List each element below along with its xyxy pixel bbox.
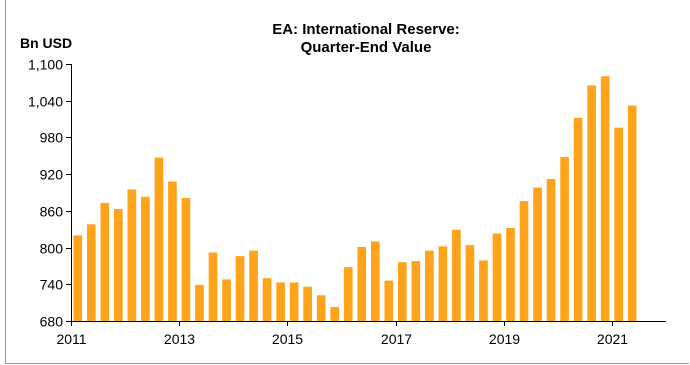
bar-2017Q4 — [438, 246, 448, 321]
axes-group — [71, 64, 666, 322]
bar-2020Q1 — [560, 157, 569, 321]
bar-2013Q3 — [208, 252, 218, 321]
x-tick-label: 2021 — [597, 331, 628, 347]
bar-2018Q4 — [492, 233, 502, 321]
bar-2014Q3 — [262, 278, 272, 321]
bar-2016Q2 — [357, 246, 367, 321]
bar-2014Q4 — [276, 282, 285, 321]
bar-2019Q1 — [506, 227, 515, 321]
bars-group — [73, 76, 637, 322]
bar-2014Q2 — [249, 250, 258, 321]
bar-2016Q1 — [343, 267, 353, 321]
bar-2013Q1 — [181, 198, 191, 321]
bar-2017Q1 — [397, 262, 407, 321]
x-tick-label: 2019 — [489, 331, 520, 347]
bar-2019Q4 — [546, 179, 556, 321]
y-tick-label: 740 — [40, 277, 64, 293]
bar-2019Q2 — [519, 201, 529, 321]
bar-2011Q4 — [114, 209, 123, 321]
bar-2017Q2 — [411, 261, 421, 321]
bar-2014Q1 — [235, 256, 245, 321]
chart-title-line-1: EA: International Reserve: — [272, 21, 460, 38]
y-tick-label: 1,100 — [28, 57, 63, 73]
y-tick-label: 860 — [40, 204, 64, 220]
x-tick-label: 2015 — [272, 331, 303, 347]
bar-2017Q3 — [425, 250, 434, 321]
chart-title-line-2: Quarter-End Value — [301, 39, 432, 56]
x-tick-label: 2013 — [164, 331, 195, 347]
bar-2018Q1 — [452, 229, 461, 321]
bar-2018Q2 — [465, 245, 475, 321]
bar-2011Q2 — [86, 224, 96, 321]
bar-2011Q1 — [73, 235, 83, 321]
bar-2019Q3 — [533, 187, 542, 321]
y-tick-label: 980 — [40, 130, 64, 146]
bar-2020Q2 — [573, 117, 583, 321]
bar-2015Q1 — [289, 282, 299, 321]
bar-2015Q3 — [316, 295, 326, 321]
y-tick-label: 680 — [40, 314, 64, 330]
x-tick-label: 2011 — [56, 331, 86, 347]
bar-2016Q3 — [370, 241, 380, 321]
bar-2018Q3 — [479, 260, 488, 321]
bar-2015Q2 — [303, 286, 312, 321]
bar-2013Q2 — [195, 284, 204, 321]
bar-2013Q4 — [222, 279, 231, 321]
bar-2012Q4 — [168, 181, 177, 321]
y-tick-label: 920 — [40, 167, 64, 183]
bar-2016Q4 — [384, 280, 394, 321]
bar-2015Q4 — [330, 306, 340, 321]
bar-2021Q2 — [627, 105, 637, 321]
x-tick-label: 2017 — [381, 331, 412, 347]
bar-2020Q4 — [600, 76, 610, 322]
chart-frame — [5, 0, 689, 364]
bar-2012Q3 — [154, 157, 164, 321]
y-axis-unit-label: Bn USD — [20, 35, 72, 51]
bar-2012Q2 — [141, 196, 150, 321]
bar-2021Q1 — [614, 127, 623, 321]
y-ticks-group: 680 740 800 860 920 980 1,040 1,100 — [28, 57, 71, 330]
x-ticks-group: 2011 2013 2015 2017 2019 2021 — [56, 321, 628, 347]
y-tick-label: 800 — [40, 241, 64, 257]
bar-2020Q3 — [587, 85, 596, 321]
bar-2012Q1 — [127, 189, 137, 321]
y-tick-label: 1,040 — [28, 94, 63, 110]
bar-2011Q3 — [100, 202, 110, 321]
